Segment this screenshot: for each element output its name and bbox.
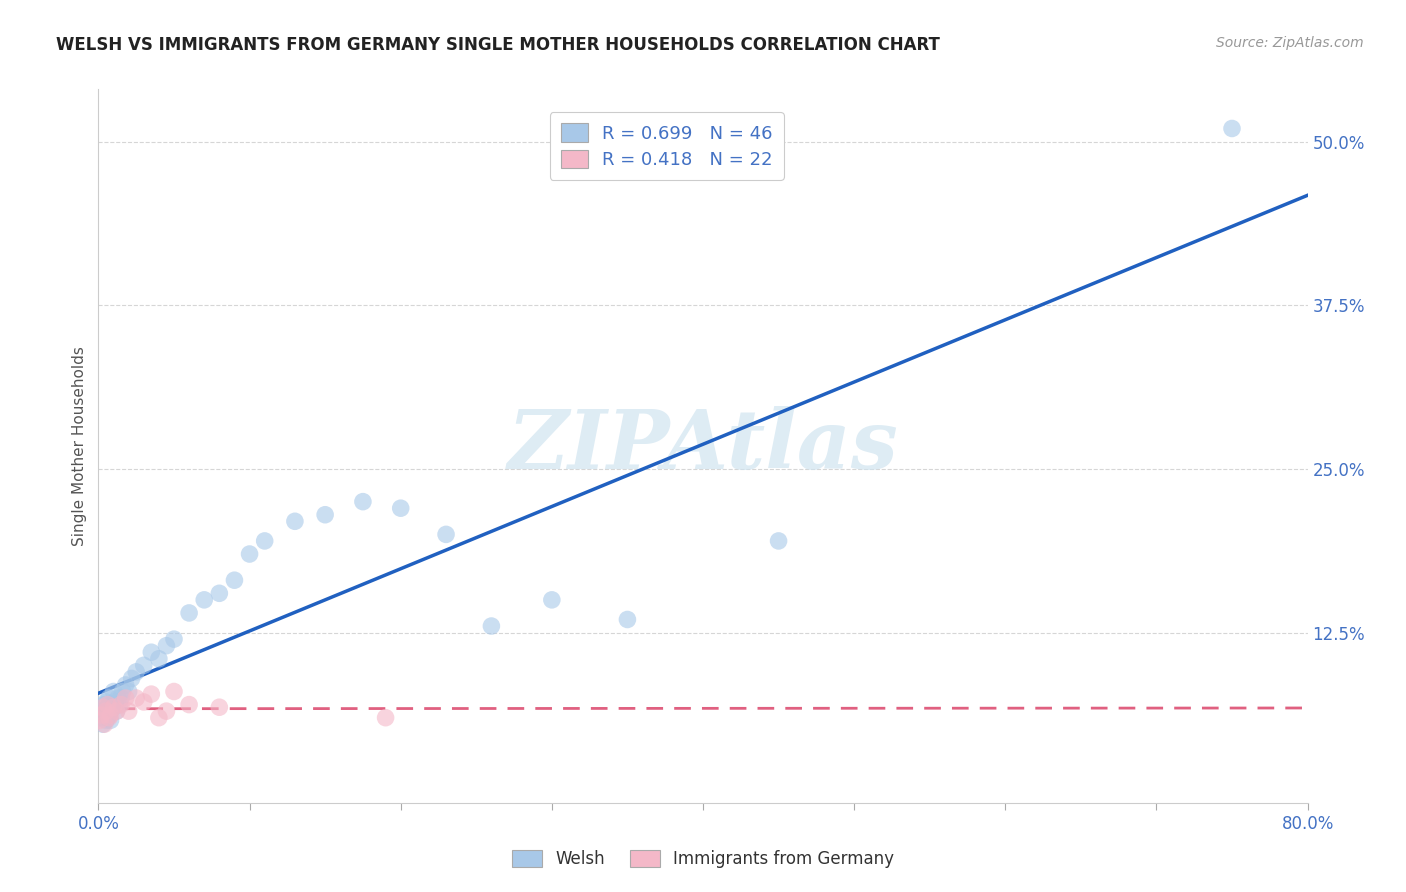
Point — [94, 695, 117, 709]
Point — [481, 619, 503, 633]
Point — [155, 639, 177, 653]
Point — [94, 714, 117, 728]
Text: Source: ZipAtlas.com: Source: ZipAtlas.com — [1216, 36, 1364, 50]
Point — [132, 695, 155, 709]
Point — [98, 708, 121, 723]
Point — [110, 691, 132, 706]
Point — [100, 704, 122, 718]
Point — [103, 700, 125, 714]
Point — [284, 514, 307, 528]
Point — [103, 684, 125, 698]
Point — [96, 698, 118, 712]
Y-axis label: Single Mother Households: Single Mother Households — [72, 346, 87, 546]
Point — [89, 711, 111, 725]
Point — [108, 698, 131, 712]
Point — [374, 711, 396, 725]
Legend: R = 0.699   N = 46, R = 0.418   N = 22: R = 0.699 N = 46, R = 0.418 N = 22 — [550, 112, 783, 180]
Point — [132, 658, 155, 673]
Point — [155, 704, 177, 718]
Point — [89, 714, 111, 728]
Point — [434, 527, 457, 541]
Point — [148, 652, 170, 666]
Point — [1220, 121, 1243, 136]
Text: ZIPAtlas: ZIPAtlas — [508, 406, 898, 486]
Point — [118, 704, 141, 718]
Point — [224, 573, 246, 587]
Legend: Welsh, Immigrants from Germany: Welsh, Immigrants from Germany — [505, 843, 901, 875]
Point — [98, 711, 121, 725]
Point — [91, 700, 114, 714]
Point — [125, 691, 148, 706]
Point — [208, 586, 231, 600]
Point — [105, 704, 128, 718]
Point — [141, 687, 163, 701]
Point — [114, 691, 136, 706]
Point — [768, 533, 790, 548]
Point — [314, 508, 336, 522]
Text: WELSH VS IMMIGRANTS FROM GERMANY SINGLE MOTHER HOUSEHOLDS CORRELATION CHART: WELSH VS IMMIGRANTS FROM GERMANY SINGLE … — [56, 36, 941, 54]
Point — [101, 698, 124, 712]
Point — [177, 698, 201, 712]
Point — [118, 684, 141, 698]
Point — [100, 708, 122, 723]
Point — [110, 698, 132, 712]
Point — [93, 717, 115, 731]
Point — [177, 606, 201, 620]
Point — [616, 612, 638, 626]
Point — [148, 711, 170, 725]
Point — [125, 665, 148, 679]
Point — [141, 645, 163, 659]
Point — [94, 704, 117, 718]
Point — [253, 533, 276, 548]
Point — [193, 592, 215, 607]
Point — [163, 632, 186, 647]
Point — [90, 704, 112, 718]
Point — [100, 714, 122, 728]
Point — [96, 700, 118, 714]
Point — [103, 700, 125, 714]
Point — [107, 691, 129, 706]
Point — [352, 494, 374, 508]
Point — [91, 717, 114, 731]
Point — [105, 704, 128, 718]
Point — [93, 698, 115, 712]
Point — [96, 711, 118, 725]
Point — [121, 672, 143, 686]
Point — [90, 708, 112, 723]
Point — [114, 678, 136, 692]
Point — [239, 547, 262, 561]
Point — [389, 501, 412, 516]
Point — [104, 695, 127, 709]
Point — [98, 691, 121, 706]
Point — [111, 684, 134, 698]
Point — [163, 684, 186, 698]
Point — [540, 592, 562, 607]
Point — [208, 700, 231, 714]
